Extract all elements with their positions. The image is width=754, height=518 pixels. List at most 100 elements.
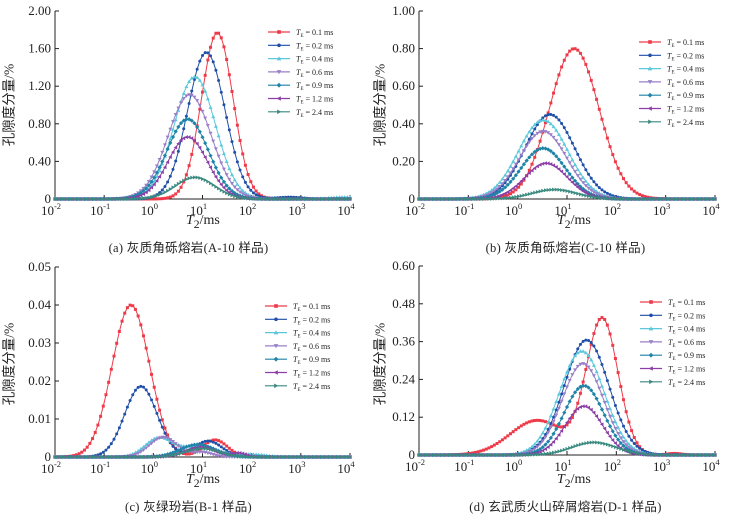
data-point	[548, 162, 553, 167]
data-point	[586, 192, 591, 197]
legend-label: TE = 0.9 ms	[667, 91, 704, 102]
data-point	[521, 148, 526, 153]
x-label-main: T	[557, 213, 565, 228]
data-point	[651, 196, 656, 201]
data-point	[562, 384, 566, 388]
data-point	[619, 446, 623, 451]
data-point	[262, 196, 267, 201]
data-point	[482, 448, 486, 452]
data-point	[557, 73, 561, 77]
x-tick-exponent: 0	[518, 457, 522, 467]
data-point	[513, 154, 518, 158]
data-point	[681, 197, 685, 201]
data-point	[600, 196, 604, 201]
data-point	[597, 401, 602, 406]
data-point	[554, 408, 558, 412]
data-point	[622, 398, 626, 402]
data-point	[209, 45, 213, 49]
data-point	[492, 443, 496, 447]
legend-item: TE = 2.4 ms	[265, 382, 330, 393]
data-point	[201, 446, 205, 451]
data-point	[549, 187, 553, 192]
data-point	[554, 165, 558, 170]
data-point	[511, 190, 515, 194]
data-point	[554, 139, 559, 143]
x-tick-exponent: -1	[103, 201, 110, 211]
data-point	[166, 180, 170, 184]
data-point	[313, 197, 318, 201]
data-point	[254, 193, 258, 197]
data-point	[251, 196, 256, 201]
data-point	[168, 136, 173, 141]
data-point	[546, 131, 551, 135]
x-axis-label: T2/ms	[557, 213, 591, 231]
data-point	[163, 184, 167, 188]
data-point	[340, 455, 344, 459]
data-point	[205, 96, 210, 101]
data-point	[254, 454, 259, 459]
data-point	[238, 168, 242, 172]
data-point	[463, 453, 467, 457]
data-point	[157, 168, 162, 173]
data-point	[548, 425, 553, 430]
data-point	[316, 455, 320, 459]
data-point	[514, 428, 518, 432]
data-point	[133, 307, 137, 311]
data-point	[144, 186, 149, 191]
data-point	[115, 196, 119, 201]
data-point	[530, 132, 534, 136]
data-point	[594, 369, 599, 374]
y-tick-label: 2.00	[28, 3, 51, 18]
panel-a: 0 0.40 0.80 1.20 1.60 2.00 10-2 10-1 100 101 102 10…	[0, 0, 377, 259]
data-point	[564, 168, 570, 173]
data-point	[147, 392, 151, 396]
data-point	[584, 193, 588, 198]
data-point	[174, 447, 178, 451]
data-point	[219, 175, 224, 180]
x-label-sub: 2	[564, 217, 571, 231]
data-point	[635, 441, 639, 445]
data-point	[225, 57, 229, 61]
data-point	[221, 185, 226, 190]
data-point	[149, 441, 154, 446]
data-point	[184, 173, 188, 177]
data-point	[608, 387, 612, 391]
data-point	[192, 77, 196, 81]
data-point	[597, 195, 602, 200]
data-point	[619, 418, 623, 422]
data-point	[158, 408, 162, 412]
data-point	[225, 444, 229, 448]
data-point	[562, 58, 566, 62]
data-point	[142, 334, 145, 338]
data-point	[605, 418, 610, 423]
data-point	[174, 452, 178, 457]
data-point	[201, 90, 204, 94]
data-point	[519, 193, 524, 198]
data-point	[444, 453, 448, 457]
data-point	[112, 455, 116, 459]
data-point	[112, 354, 116, 358]
y-tick-label: 0	[45, 449, 52, 464]
data-point	[562, 424, 566, 429]
data-point	[246, 454, 251, 459]
data-point	[197, 442, 202, 447]
data-point	[565, 174, 569, 179]
data-point	[554, 399, 559, 404]
data-point	[176, 141, 180, 146]
data-point	[149, 179, 154, 184]
data-point	[144, 442, 149, 447]
data-point	[568, 136, 572, 140]
data-point	[195, 67, 199, 71]
data-point	[224, 173, 229, 177]
data-point	[168, 140, 173, 146]
data-point	[160, 435, 165, 440]
data-point	[417, 453, 421, 457]
data-point	[235, 453, 240, 458]
data-point	[556, 392, 561, 396]
series-2.4ms	[53, 175, 352, 201]
data-point	[686, 452, 691, 457]
data-point	[549, 451, 553, 456]
data-point	[163, 190, 167, 195]
data-point	[673, 197, 677, 201]
data-point	[586, 405, 591, 410]
